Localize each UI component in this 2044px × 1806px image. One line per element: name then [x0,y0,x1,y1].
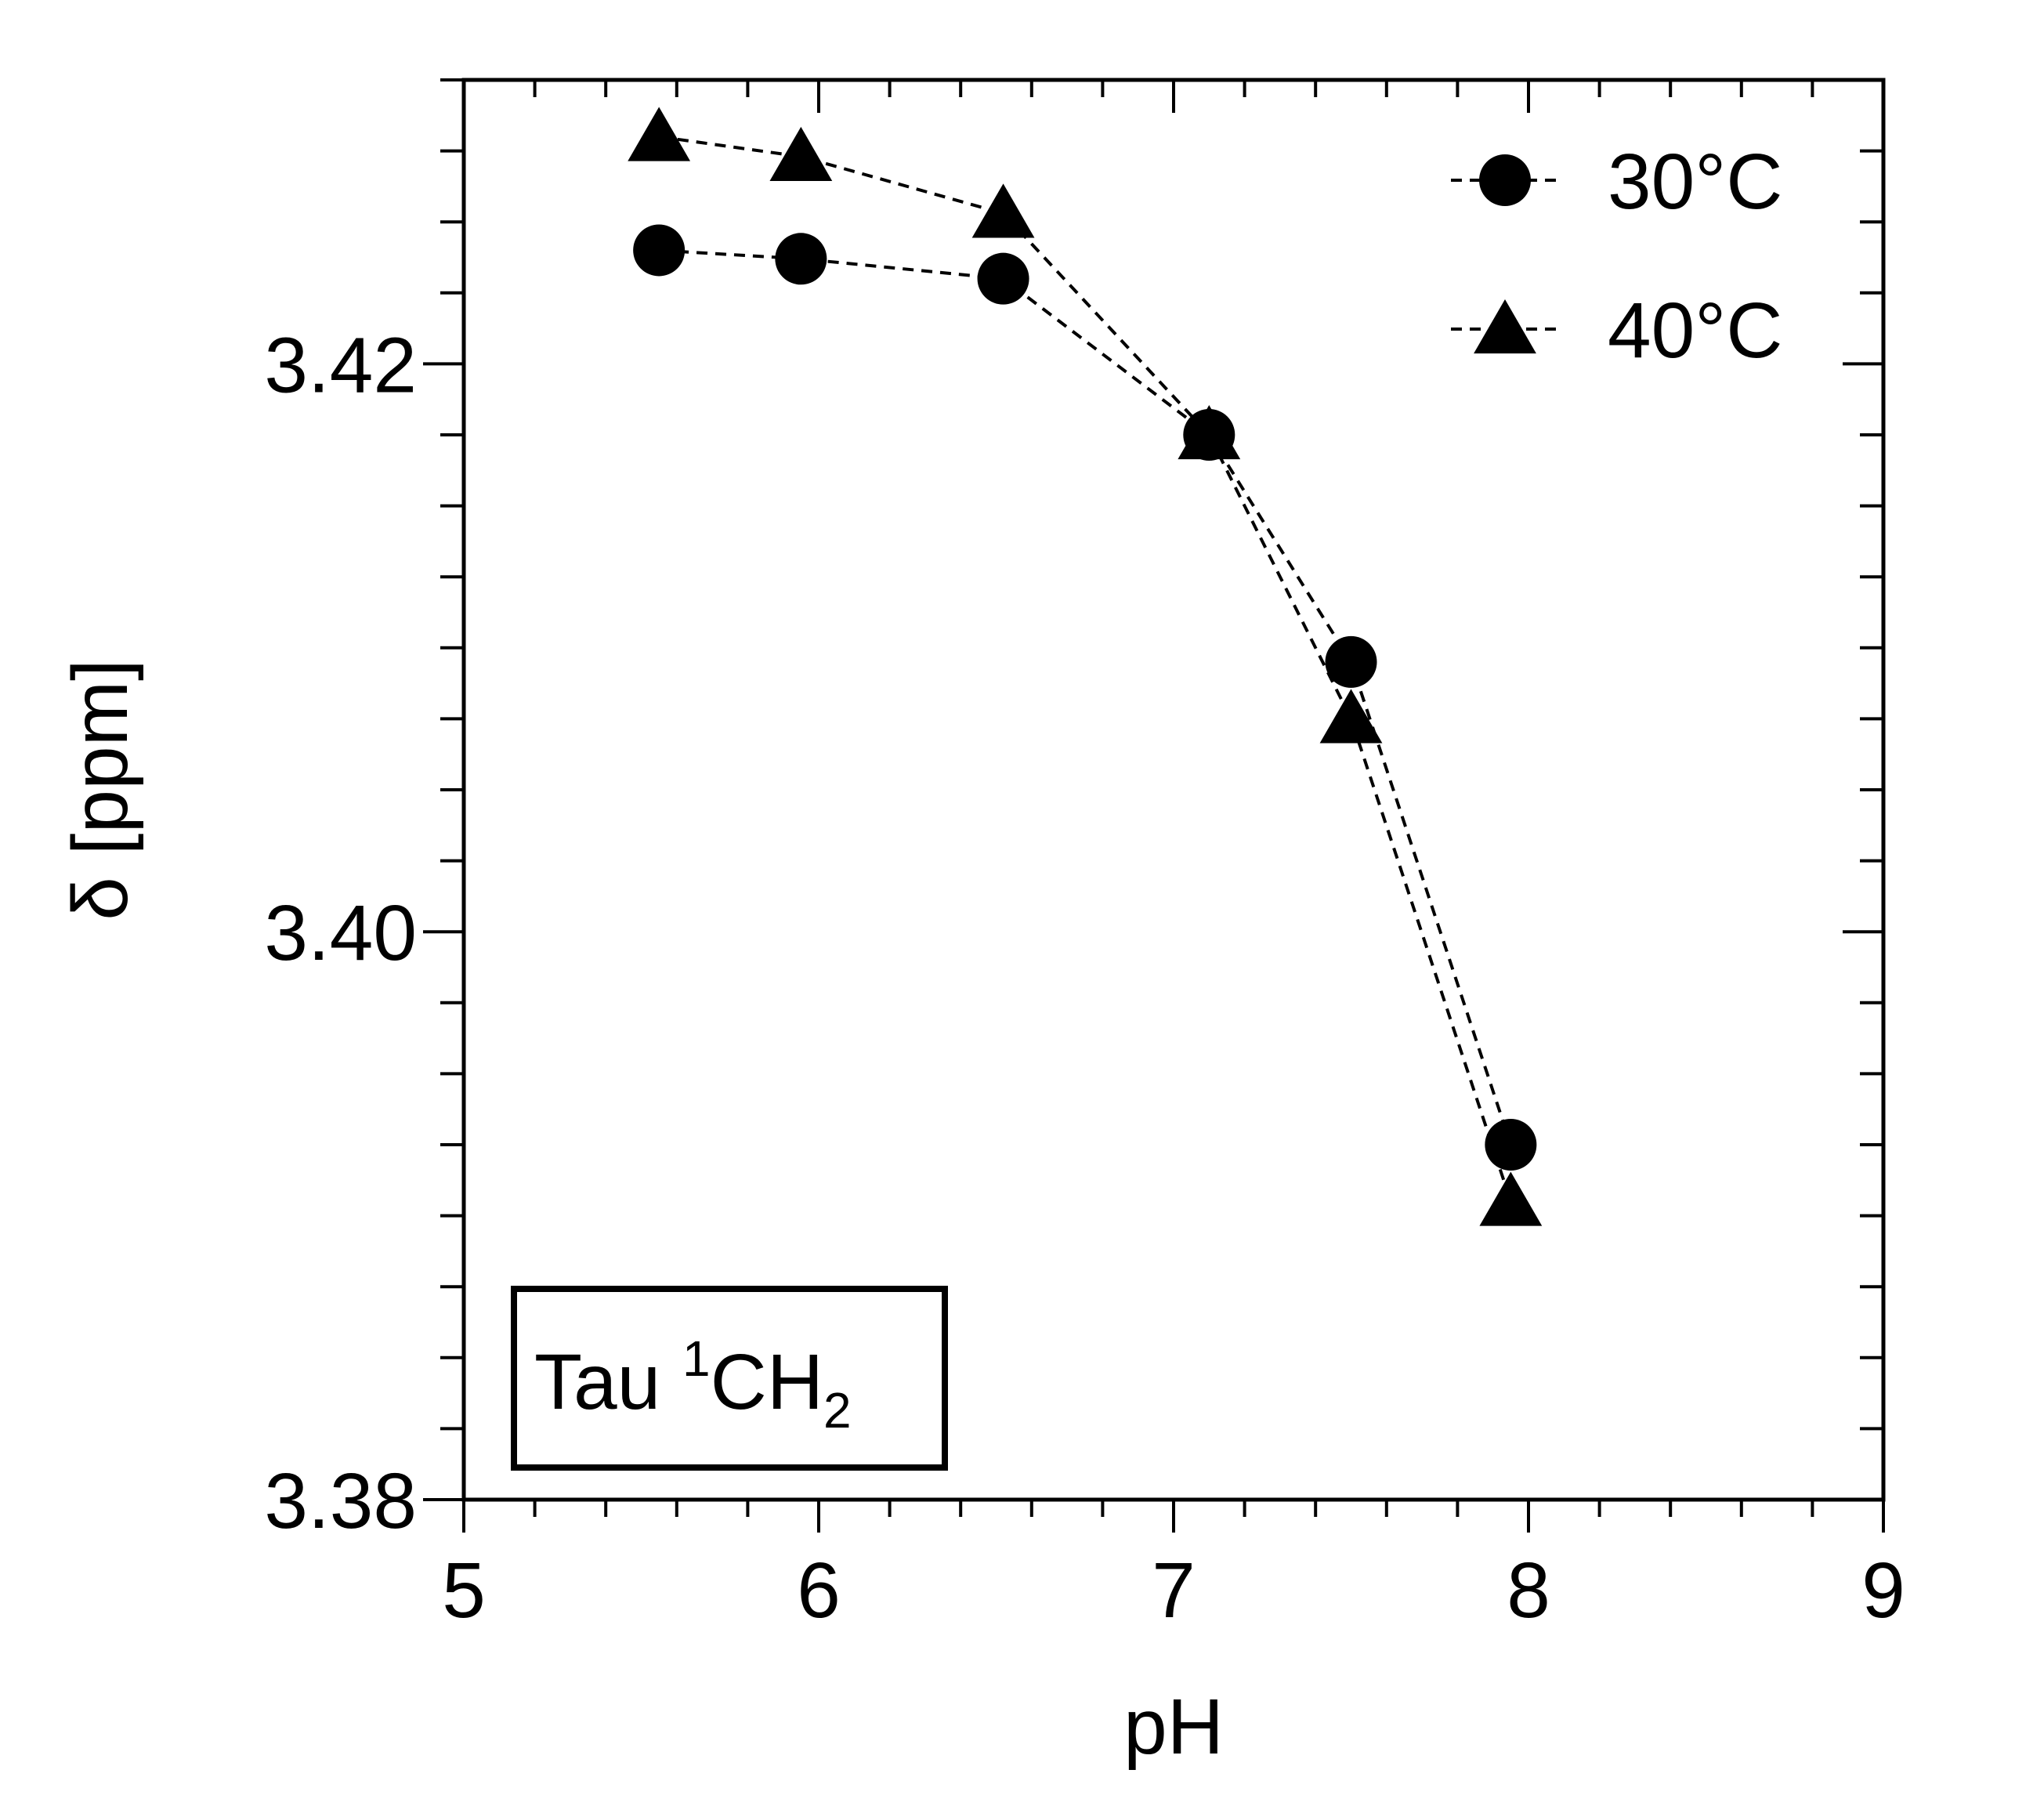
annotation-box: Tau 1CH2 [511,1286,948,1471]
series-line [658,135,1513,1203]
x-tick-label: 8 [1507,1547,1550,1634]
labels-layer: pH δ [ppm] [56,659,1224,1771]
series-line [659,248,1513,1145]
data-point [1319,689,1383,744]
series-0 [633,224,1537,1171]
y-tick-label: 3.42 [264,321,417,409]
x-tick-label: 9 [1861,1547,1905,1634]
y-axis-label: δ [ppm] [56,659,144,921]
data-point [971,183,1035,238]
data-point [633,224,686,277]
legend-item: 30°C [1451,138,1782,226]
legend-item: 40°C [1451,287,1782,375]
legend-marker [1474,299,1536,354]
annotation-superscript: 1 [682,1330,711,1387]
annotation-subscript: 2 [823,1382,852,1439]
legend: 30°C 40°C [1451,138,1782,375]
data-point [775,233,827,285]
series-1 [628,107,1543,1226]
legend-marker [1479,154,1531,206]
data-point [977,252,1029,305]
x-axis-label: pH [1123,1683,1224,1771]
y-tick-label: 3.38 [264,1457,417,1545]
legend-label: 40°C [1608,287,1782,375]
y-tick-label: 3.40 [264,889,417,977]
data-point [1485,1119,1537,1171]
x-tick-label: 7 [1152,1547,1196,1634]
x-tick-label: 6 [797,1547,841,1634]
data-point [1178,405,1241,460]
data-point [628,107,691,161]
ticks-layer: 5 6 7 8 9 3.38 3.40 3.42 [264,78,1905,1634]
series-layer [628,107,1543,1226]
annotation-text: Tau 1CH2 [534,1330,852,1439]
annotation-frame [511,1286,948,1471]
legend-label: 30°C [1608,138,1782,226]
data-point [1479,1171,1543,1226]
data-point [769,126,833,182]
x-tick-label: 5 [442,1547,486,1634]
annotation-main: Tau [534,1338,682,1426]
annotation-mid: CH [711,1338,823,1426]
data-point [1325,635,1377,688]
